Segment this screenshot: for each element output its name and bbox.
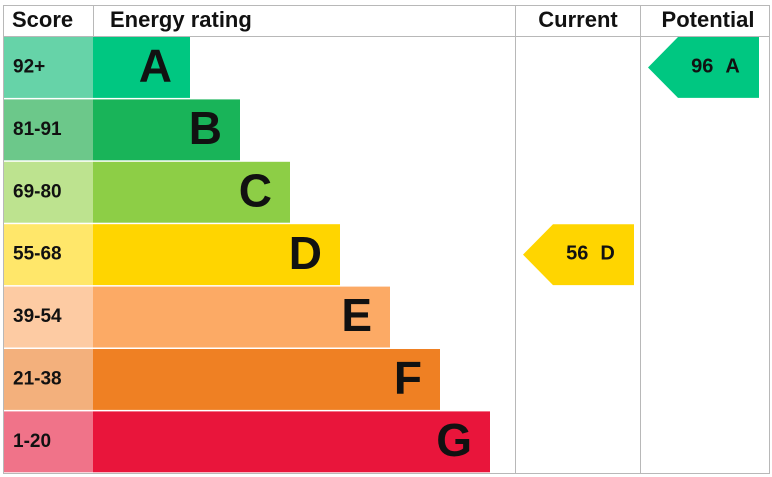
rating-letter: B: [189, 102, 222, 154]
rating-letter: F: [394, 352, 422, 404]
rating-letter: G: [436, 414, 472, 466]
rating-letter: C: [239, 164, 272, 216]
score-cell: [4, 37, 93, 98]
score-label: 39-54: [13, 306, 62, 327]
score-cell: [4, 99, 93, 161]
potential-arrow: [648, 37, 759, 98]
rating-letter: D: [289, 227, 322, 279]
rating-bar: [93, 411, 490, 473]
rating-bar: [93, 161, 290, 223]
score-cell: [4, 349, 93, 410]
current-arrow: [523, 224, 634, 286]
header-current: Current: [538, 7, 618, 32]
rating-letter: E: [341, 289, 372, 341]
score-label: 1-20: [13, 431, 51, 452]
score-label: 69-80: [13, 181, 62, 202]
rating-bar: [93, 224, 340, 286]
header-potential: Potential: [662, 7, 755, 32]
potential-label: 96 A: [691, 56, 740, 78]
score-label: 55-68: [13, 244, 62, 265]
score-cell: [4, 411, 93, 473]
score-label: 21-38: [13, 368, 62, 389]
rating-bar: [93, 286, 390, 348]
header-rating: Energy rating: [110, 7, 252, 32]
score-cell: [4, 286, 93, 348]
current-rating: D: [600, 243, 614, 265]
rating-letter: A: [139, 40, 172, 92]
rating-bar: [93, 99, 240, 161]
current-score: 56: [566, 243, 588, 265]
frame: [3, 5, 770, 474]
score-cell: [4, 224, 93, 286]
score-label: 92+: [13, 56, 45, 77]
current-label: 56 D: [566, 243, 615, 265]
score-label: 81-91: [13, 119, 62, 140]
potential-rating: A: [725, 56, 739, 78]
rating-bar: [93, 349, 440, 410]
header-score: Score: [12, 7, 73, 32]
rating-bar: [93, 37, 190, 98]
score-cell: [4, 161, 93, 223]
potential-score: 96: [691, 56, 713, 78]
